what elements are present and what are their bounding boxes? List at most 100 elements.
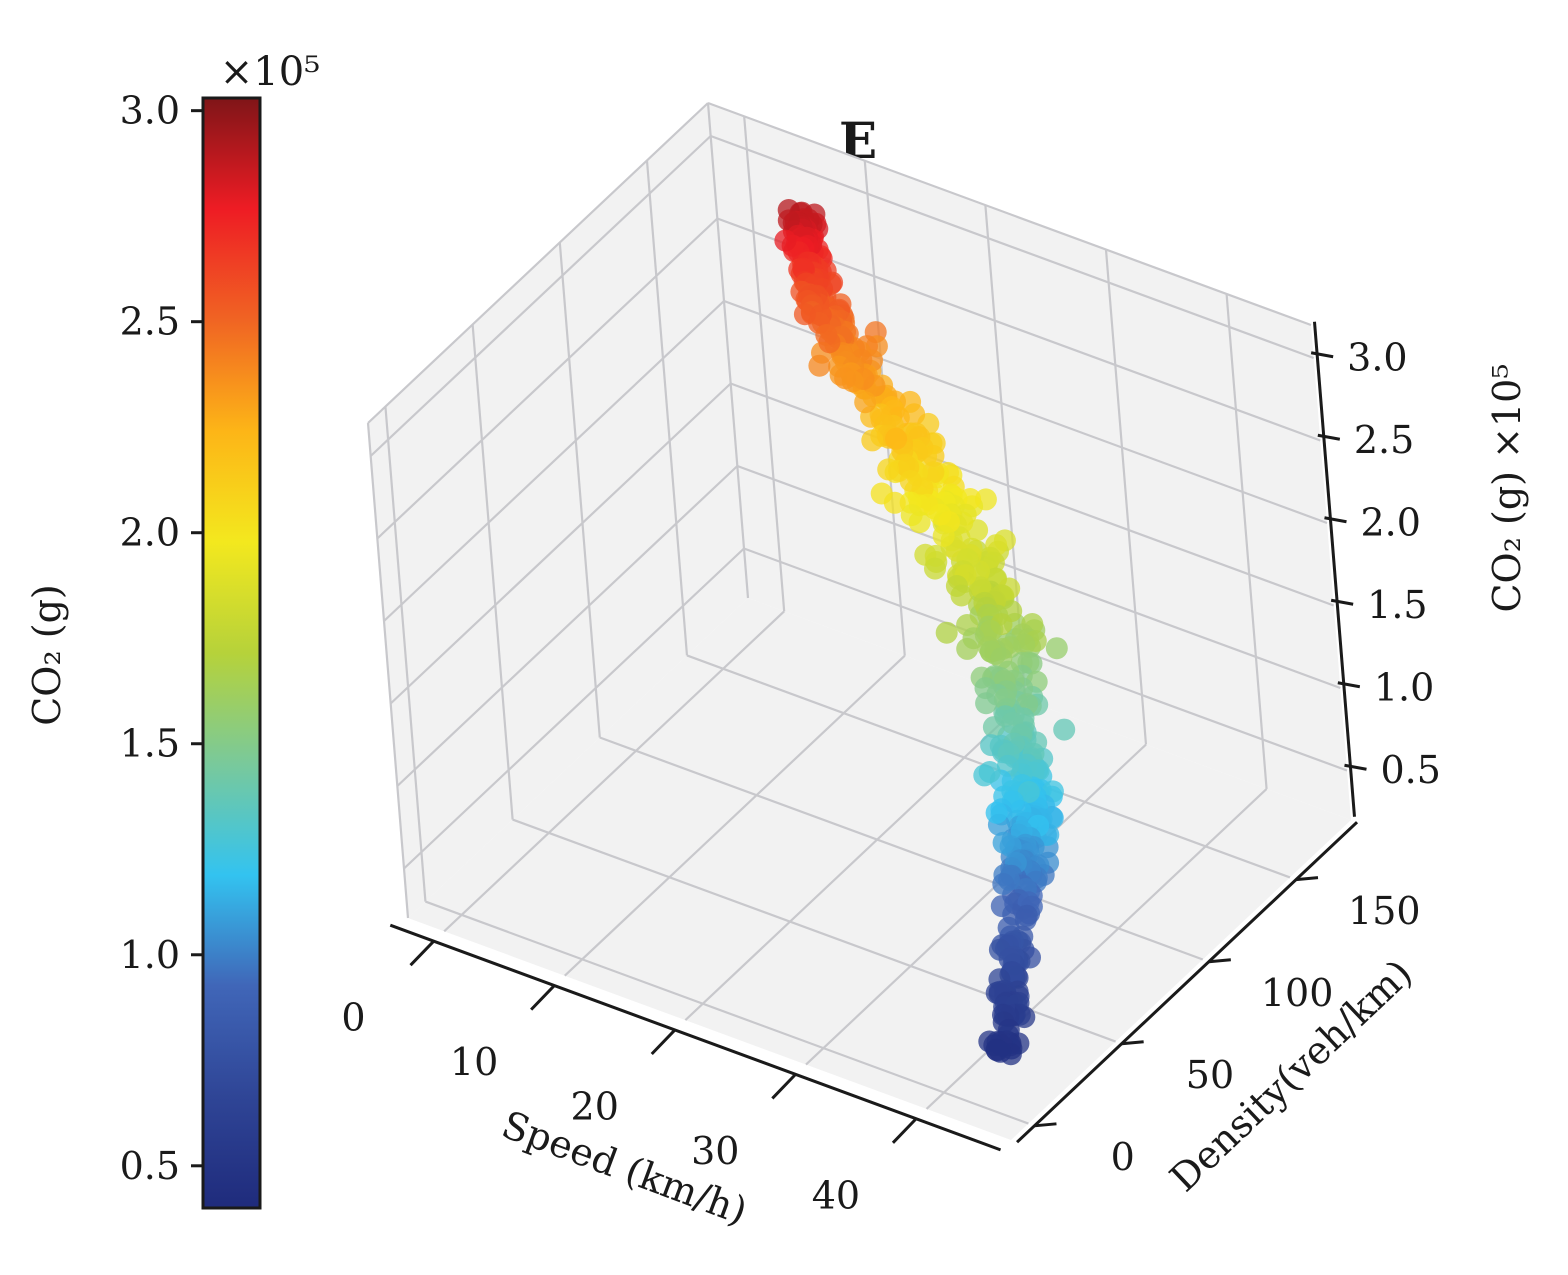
scatter-point	[885, 427, 908, 450]
scatter-point	[985, 801, 1008, 824]
grid-line-z-left	[396, 465, 739, 787]
z-axis-tick	[1344, 763, 1367, 771]
z-axis-tick	[1310, 351, 1334, 359]
x-axis-line	[389, 923, 1002, 1152]
y-axis-tick	[1034, 1122, 1057, 1128]
scatter-point	[993, 688, 1016, 711]
grid-line-y-wall	[384, 406, 427, 902]
colorbar-tick-label: 2.5	[120, 300, 180, 344]
grid-line-z-left	[383, 300, 725, 622]
grid-line-y-wall	[558, 242, 601, 738]
scatter-point	[924, 557, 946, 580]
scatter-point	[982, 716, 1005, 739]
grid-line-y-floor	[599, 736, 1204, 961]
grid-line-z-left	[403, 547, 745, 870]
pane-edge	[367, 102, 709, 424]
y-tick-label: 0	[1111, 1135, 1135, 1179]
x-tick-label: 30	[691, 1129, 739, 1173]
z-tick-label: 1.5	[1367, 583, 1427, 627]
z-tick-label: 2.0	[1360, 501, 1420, 545]
scatter-point	[808, 354, 831, 377]
z-axis-tick	[1324, 516, 1347, 524]
scatter-point	[854, 391, 877, 414]
y-axis-tick	[1295, 876, 1319, 882]
grid-line-z-left	[376, 217, 719, 540]
left-pane	[368, 103, 748, 918]
scatter-point	[1017, 781, 1040, 803]
colorbar-ticks: 0.5 1.0 1.5 2.0 2.5 3.0	[120, 89, 203, 1188]
grid-line-z-left	[369, 135, 712, 457]
colorbar-tick-label: 0.5	[120, 1144, 180, 1188]
scatter-point	[950, 584, 973, 607]
colorbar-label: CO₂ (g)	[25, 584, 69, 726]
colorbar-tick-label: 2.0	[120, 511, 180, 555]
grid-line-x-floor	[564, 654, 906, 977]
scatter-point	[1014, 908, 1037, 931]
z-tick-label: 1.0	[1374, 666, 1434, 710]
scatter-point	[979, 619, 1002, 642]
grid-line-y-wall	[471, 324, 514, 820]
scatter-point	[935, 621, 958, 644]
y-tick-label: 100	[1261, 971, 1334, 1015]
colorbar-multiplier: ×10⁵	[220, 49, 320, 95]
z-tick-label: 0.5	[1380, 748, 1440, 792]
grid-line-x-floor	[443, 610, 785, 933]
grid-line-x-wall	[1225, 293, 1268, 790]
colorbar-tick-label: 3.0	[120, 89, 180, 133]
scatter-point	[985, 1038, 1008, 1061]
scatter-point	[975, 692, 998, 715]
grid-line-z-left	[389, 382, 732, 705]
x-axis-tick	[409, 940, 435, 967]
x-tick-label: 40	[812, 1173, 860, 1217]
grid-line-x-floor	[805, 743, 1147, 1066]
scatter-point	[877, 458, 900, 481]
grid-line-z-back	[710, 134, 1315, 360]
x-tick-label: 10	[450, 1040, 498, 1084]
x-axis-tick	[650, 1028, 676, 1056]
x-tick-label: 0	[341, 996, 365, 1040]
x-axis-tick	[771, 1073, 797, 1100]
scatter-point	[834, 367, 857, 390]
z-axis-tick	[1337, 681, 1361, 689]
scatter-points	[774, 199, 1076, 1066]
colorbar: 0.5 1.0 1.5 2.0 2.5 3.0 ×10⁵ CO₂ (g)	[25, 49, 320, 1210]
z-tick-label: 3.0	[1347, 336, 1407, 380]
axes-lines: 0 10 20 30 40 0 50 100 150 0.5 1.0 1.5 2.0 2.5 3.0	[341, 321, 1441, 1217]
grid-line-z-back	[730, 382, 1335, 607]
x-tick-label: 20	[571, 1084, 619, 1128]
scatter-point	[932, 525, 955, 547]
grid-line-x-floor	[925, 788, 1268, 1110]
z-axis-label: CO₂ (g) ×10⁵	[1485, 363, 1529, 612]
scatter-point	[908, 511, 931, 534]
scatter-point	[992, 873, 1015, 895]
scatter-point	[861, 429, 884, 452]
x-axis-tick	[530, 984, 556, 1011]
colorbar-tick-label: 1.5	[120, 722, 180, 766]
pane-edge	[706, 102, 750, 599]
y-tick-label: 150	[1348, 889, 1421, 933]
scatter-point	[956, 637, 979, 660]
grid-line-y-wall	[645, 160, 689, 656]
y-axis-line	[1016, 821, 1359, 1144]
scatter-point	[990, 895, 1013, 918]
z-axis-tick	[1317, 433, 1341, 441]
scatter-point	[818, 331, 841, 354]
pane-edge	[707, 101, 1312, 327]
grid-line-x-wall	[743, 116, 786, 612]
z-axis-tick	[1330, 598, 1354, 606]
scatter-point	[774, 229, 797, 252]
back-pane	[708, 103, 1351, 820]
scatter-point	[1053, 718, 1076, 741]
colorbar-gradient	[201, 96, 262, 1210]
x-axis-tick	[891, 1117, 918, 1144]
grid-line-x-wall	[1104, 249, 1148, 745]
y-axis-tick	[1121, 1040, 1144, 1046]
grid-line-z-back	[736, 464, 1341, 690]
scatter-point	[793, 303, 816, 326]
z-axis-line	[1312, 321, 1356, 817]
grid-line-z-back	[743, 547, 1348, 772]
z-tick-label: 2.5	[1354, 418, 1414, 462]
grid-line-y-floor	[425, 900, 1029, 1125]
scatter-point	[973, 764, 996, 787]
